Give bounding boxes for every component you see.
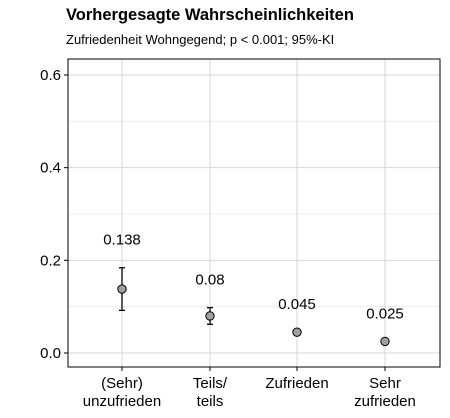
y-tick-label: 0.0 bbox=[40, 345, 61, 362]
grid-lines bbox=[68, 59, 440, 367]
data-point bbox=[117, 284, 127, 294]
data-label: 0.08 bbox=[195, 272, 224, 289]
plot-area bbox=[68, 59, 440, 367]
x-tick-label: Zufrieden bbox=[265, 375, 328, 392]
y-tick-label: 0.2 bbox=[40, 252, 61, 269]
x-axis: (Sehr) unzufrieden Teils/teils Zufrieden Seh… bbox=[83, 367, 416, 410]
y-tick-label: 0.4 bbox=[40, 160, 61, 177]
data-marks: 0.138 0.08 0.045 0.025 bbox=[103, 232, 404, 347]
data-label: 0.045 bbox=[278, 296, 316, 313]
y-tick-label: 0.6 bbox=[40, 67, 61, 84]
data-point bbox=[380, 336, 390, 347]
data-point bbox=[205, 311, 215, 321]
x-tick-label: Sehr zufrieden bbox=[354, 375, 416, 410]
chart-subtitle: Zufriedenheit Wohngegend; p < 0.001; 95%… bbox=[66, 32, 335, 47]
x-tick-label: (Sehr) unzufrieden bbox=[83, 375, 161, 410]
data-point bbox=[292, 327, 302, 337]
x-tick-label: Teils/teils bbox=[193, 375, 228, 410]
plot-border bbox=[67, 58, 441, 368]
chart-title: Vorhergesagte Wahrscheinlichkeiten bbox=[66, 6, 354, 24]
data-label: 0.138 bbox=[103, 232, 141, 249]
data-label: 0.025 bbox=[366, 305, 404, 322]
y-axis: 0.0 0.2 0.4 0.6 bbox=[40, 67, 68, 362]
